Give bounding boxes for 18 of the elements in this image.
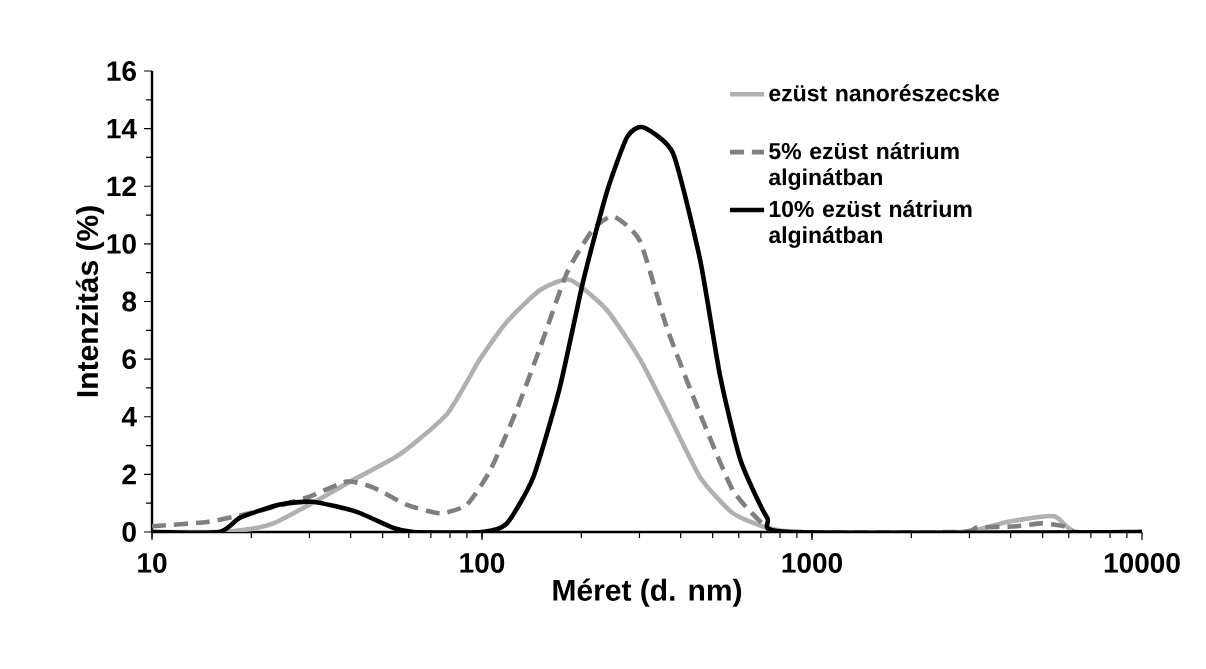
y-tick-label: 0 <box>122 522 136 542</box>
y-tick-label: 6 <box>122 349 136 370</box>
y-axis-title: Intenzitás (%) <box>75 206 105 397</box>
y-tick-label: 12 <box>107 176 136 197</box>
y-tick-label: 2 <box>122 464 136 485</box>
legend-label: 10% ezüst nátrium alginátban <box>769 200 972 248</box>
y-tick-label: 16 <box>107 61 136 81</box>
x-tick-label: 100 <box>460 553 505 573</box>
x-tick-label: 10 <box>138 553 167 573</box>
x-tick-label: 1000 <box>782 553 842 573</box>
x-tick-label: 10000 <box>1104 553 1180 573</box>
x-axis-title: Méret (d. nm) <box>553 578 742 607</box>
y-tick-label: 4 <box>121 407 137 427</box>
y-tick-label: 10 <box>107 233 136 254</box>
y-tick-label: 8 <box>122 291 137 312</box>
legend-label: ezüst nanorészecske <box>769 84 999 102</box>
y-tick-label: 14 <box>107 118 137 139</box>
legend-label: 5% ezüst nátrium alginátban <box>769 142 959 190</box>
